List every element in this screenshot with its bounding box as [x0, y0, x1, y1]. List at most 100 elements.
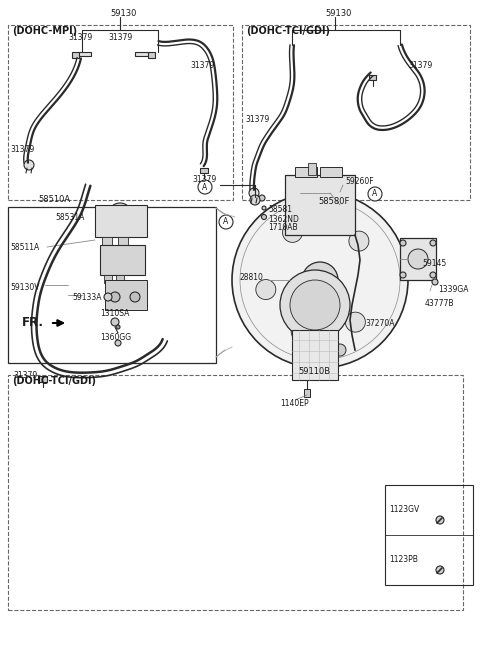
Text: 37270A: 37270A: [365, 319, 395, 327]
Text: 59130V: 59130V: [10, 283, 39, 291]
Circle shape: [249, 188, 259, 198]
Text: 1362ND: 1362ND: [268, 215, 299, 223]
Text: 58531A: 58531A: [55, 213, 84, 221]
Text: 31379: 31379: [245, 116, 269, 124]
Text: A: A: [203, 182, 208, 192]
Bar: [320, 167, 342, 177]
Bar: [200, 168, 208, 173]
Bar: [385, 485, 473, 535]
Circle shape: [232, 192, 408, 368]
Circle shape: [400, 240, 406, 246]
Circle shape: [24, 160, 34, 170]
Text: 58510A: 58510A: [38, 196, 70, 205]
Text: (DOHC-TCI/GDI): (DOHC-TCI/GDI): [12, 376, 96, 386]
Bar: [308, 163, 316, 175]
Circle shape: [116, 325, 120, 329]
Bar: [135, 52, 148, 56]
Text: 31379: 31379: [108, 33, 132, 41]
Text: 1310SA: 1310SA: [100, 309, 130, 317]
Bar: [369, 75, 376, 80]
Circle shape: [430, 272, 436, 278]
Circle shape: [111, 318, 119, 326]
Circle shape: [259, 195, 265, 201]
Text: FR.: FR.: [22, 317, 44, 329]
Circle shape: [436, 516, 444, 524]
Circle shape: [408, 249, 428, 269]
Bar: [8, 25, 233, 200]
Text: 58580F: 58580F: [318, 198, 349, 207]
Text: (DOHC-MPI): (DOHC-MPI): [12, 26, 77, 36]
Circle shape: [290, 280, 340, 330]
Text: 59133A: 59133A: [72, 293, 101, 301]
Circle shape: [283, 222, 302, 242]
Text: 31379: 31379: [68, 33, 92, 41]
Bar: [292, 330, 338, 380]
Bar: [95, 205, 147, 237]
Text: 58511A: 58511A: [10, 243, 39, 251]
Bar: [79, 52, 91, 56]
Text: 1140EP: 1140EP: [280, 398, 309, 408]
Circle shape: [432, 279, 438, 285]
Bar: [116, 275, 124, 283]
Bar: [100, 245, 145, 275]
Text: 1710AB: 1710AB: [268, 223, 298, 233]
Bar: [38, 376, 47, 382]
Text: 31379: 31379: [10, 146, 34, 154]
Text: 43777B: 43777B: [425, 299, 455, 307]
Bar: [8, 207, 216, 363]
Bar: [72, 52, 79, 58]
Circle shape: [115, 340, 121, 346]
Circle shape: [113, 208, 127, 222]
Circle shape: [219, 215, 233, 229]
Bar: [8, 375, 463, 610]
Circle shape: [262, 215, 266, 219]
Bar: [148, 52, 155, 58]
Text: 58581: 58581: [268, 205, 292, 215]
Text: 1339GA: 1339GA: [438, 285, 468, 293]
Bar: [242, 25, 470, 200]
Circle shape: [256, 279, 276, 299]
Text: (DOHC-TCI/GDI): (DOHC-TCI/GDI): [246, 26, 330, 36]
Text: 59145: 59145: [422, 259, 446, 267]
Circle shape: [130, 292, 140, 302]
Bar: [385, 485, 473, 585]
Bar: [102, 237, 112, 247]
Text: 31379: 31379: [408, 61, 432, 70]
Circle shape: [400, 272, 406, 278]
Circle shape: [436, 566, 444, 574]
Bar: [285, 175, 355, 235]
Bar: [105, 280, 147, 310]
Text: 59130: 59130: [325, 9, 351, 19]
Circle shape: [198, 180, 212, 194]
Text: A: A: [223, 217, 228, 227]
Circle shape: [368, 187, 382, 201]
Text: 1123GV: 1123GV: [389, 505, 419, 515]
Circle shape: [108, 203, 132, 227]
Text: 59260F: 59260F: [345, 178, 373, 186]
Bar: [304, 389, 310, 397]
Bar: [295, 167, 317, 177]
Text: 28810: 28810: [240, 273, 264, 281]
Circle shape: [334, 344, 346, 356]
Circle shape: [262, 206, 266, 210]
Circle shape: [345, 312, 365, 332]
Circle shape: [250, 195, 260, 205]
Text: 1123PB: 1123PB: [389, 555, 418, 565]
Text: A: A: [372, 190, 378, 198]
Bar: [104, 275, 112, 283]
Circle shape: [291, 322, 311, 342]
Text: 31379: 31379: [13, 370, 37, 380]
Text: 59130: 59130: [110, 9, 136, 19]
Circle shape: [349, 231, 369, 251]
Text: 1360GG: 1360GG: [100, 332, 131, 342]
Circle shape: [302, 262, 338, 298]
Circle shape: [110, 292, 120, 302]
Text: 31379: 31379: [190, 61, 214, 70]
Text: 31379: 31379: [192, 176, 216, 184]
Bar: [400, 238, 436, 280]
Circle shape: [280, 270, 350, 340]
Circle shape: [104, 293, 112, 301]
Bar: [118, 237, 128, 247]
Circle shape: [430, 240, 436, 246]
Text: 59110B: 59110B: [298, 368, 330, 376]
